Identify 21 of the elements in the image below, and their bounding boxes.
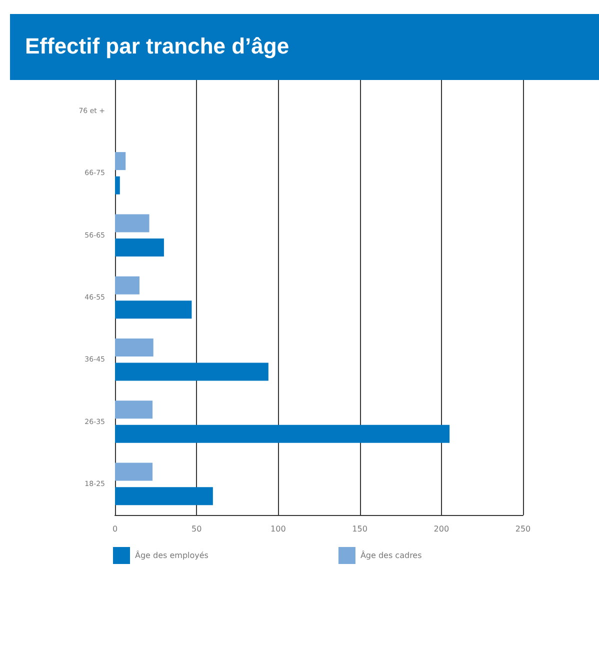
bar <box>115 487 213 506</box>
bar <box>115 276 140 294</box>
x-tick-label: 250 <box>515 524 531 534</box>
x-tick-label: 0 <box>112 524 118 534</box>
x-tick-label: 150 <box>352 524 368 534</box>
legend-label: Âge des employés <box>135 550 208 560</box>
bar <box>115 214 150 232</box>
x-tick-label: 200 <box>434 524 450 534</box>
bar <box>115 362 268 381</box>
bar <box>115 338 154 356</box>
bar <box>115 176 120 194</box>
x-tick-label: 50 <box>192 524 202 534</box>
bar <box>115 462 153 481</box>
bar <box>115 400 153 419</box>
bar <box>115 152 126 170</box>
bar <box>115 424 450 443</box>
legend-label: Âge des cadres <box>360 550 422 560</box>
chart-title: Effectif par tranche d’âge <box>25 34 290 58</box>
x-tick-label: 100 <box>270 524 286 534</box>
bar <box>115 238 164 257</box>
bar <box>115 300 192 319</box>
